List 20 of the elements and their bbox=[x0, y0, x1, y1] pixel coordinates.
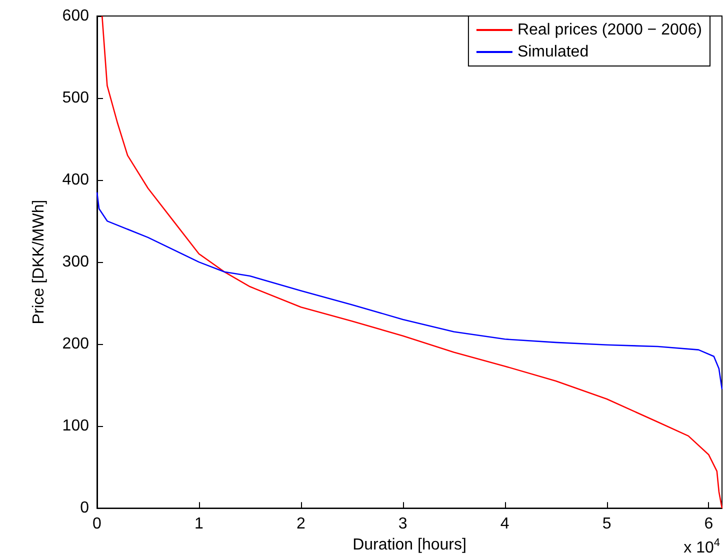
legend-label: Real prices (2000 − 2006) bbox=[517, 22, 702, 38]
legend-label: Simulated bbox=[517, 44, 589, 60]
x-axis-title: Duration [hours] bbox=[352, 536, 466, 554]
y-tick-label: 500 bbox=[62, 90, 90, 107]
y-tick-label: 100 bbox=[62, 418, 90, 435]
x-tick-label: 3 bbox=[398, 516, 408, 533]
x-tick-label: 5 bbox=[602, 516, 612, 533]
y-tick-label: 0 bbox=[80, 500, 90, 517]
y-axis-title: Price [DKK/MWh] bbox=[30, 200, 48, 324]
y-tick-label: 400 bbox=[62, 172, 90, 189]
line-series bbox=[96, 192, 723, 390]
line-series bbox=[101, 15, 723, 509]
x-tick-label: 2 bbox=[296, 516, 306, 533]
x-tick-label: 6 bbox=[704, 516, 714, 533]
y-tick-label: 600 bbox=[62, 8, 90, 24]
y-tick-label: 200 bbox=[62, 336, 90, 353]
x-tick-label: 4 bbox=[500, 516, 510, 533]
y-tick-label: 300 bbox=[62, 254, 90, 271]
x-tick-label: 0 bbox=[92, 516, 102, 533]
x-tick-label: 1 bbox=[194, 516, 204, 533]
